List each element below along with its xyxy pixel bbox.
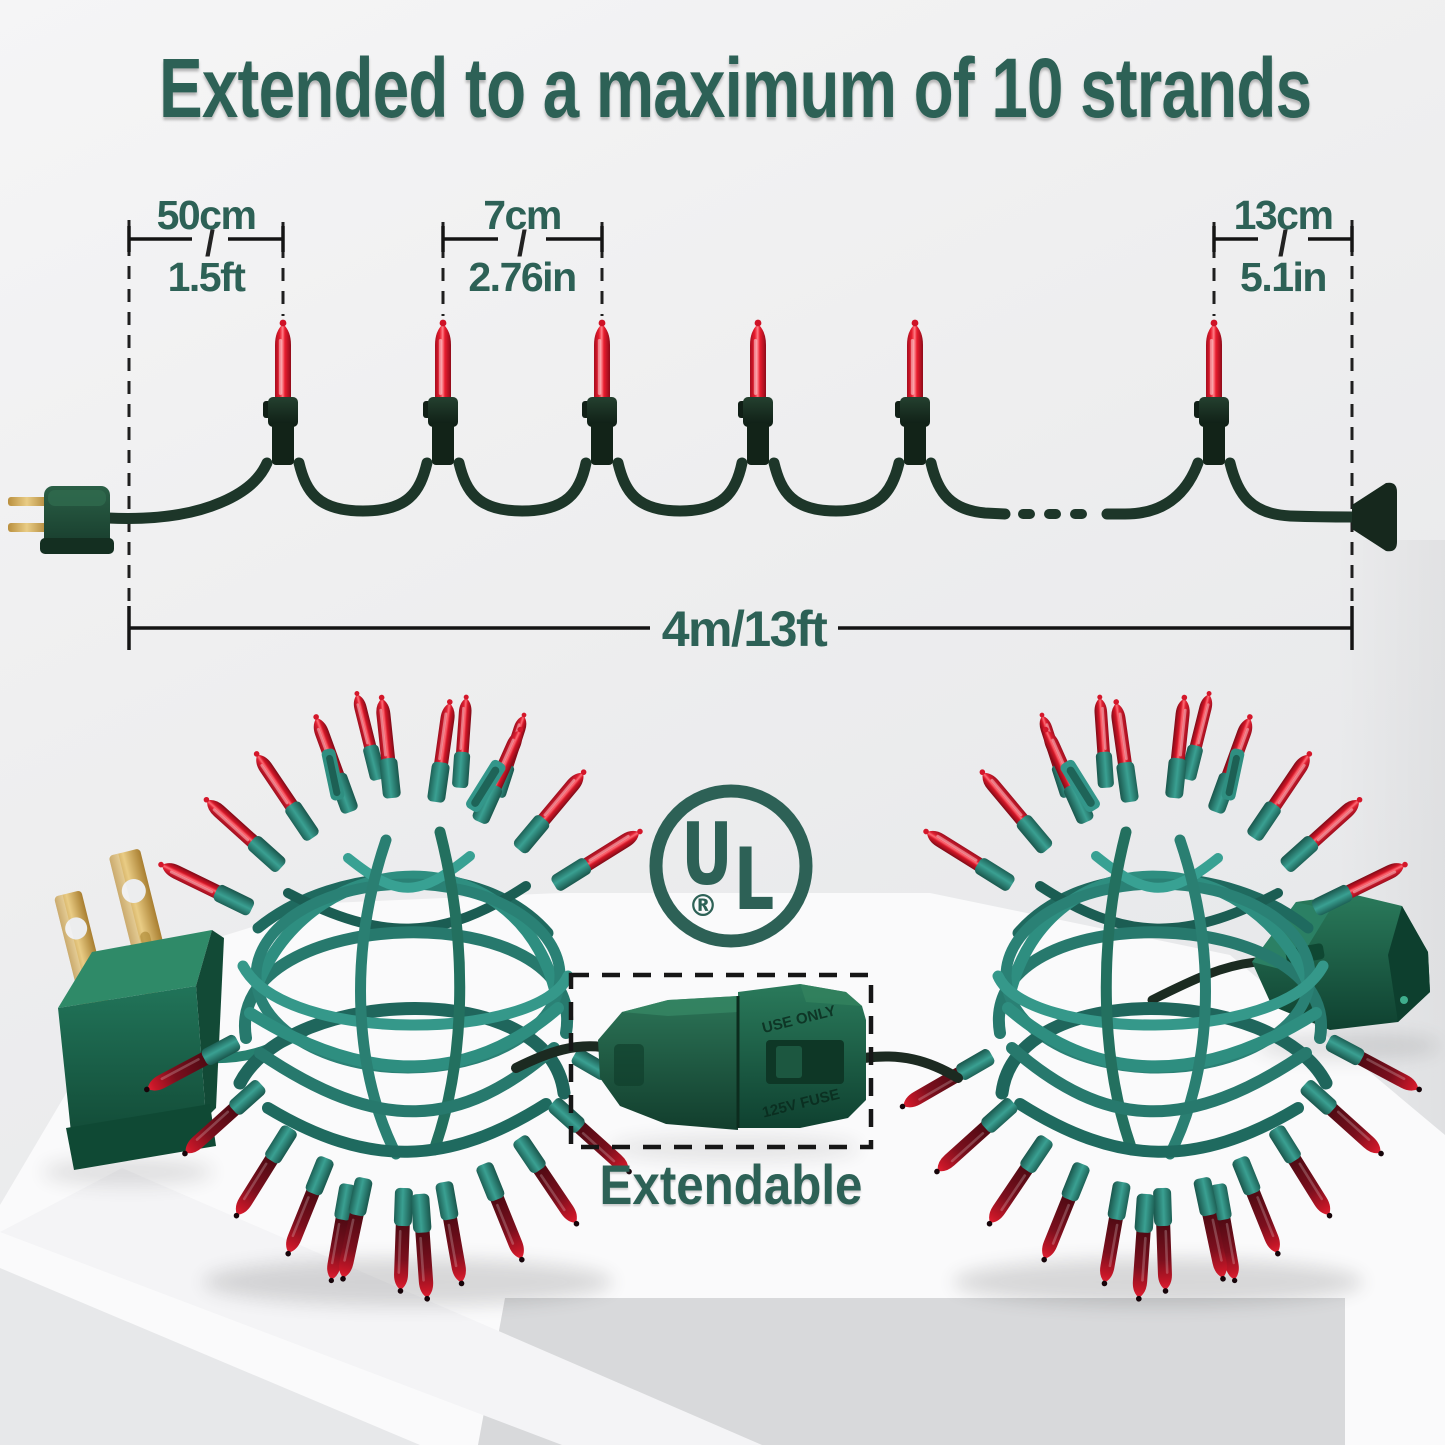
connector-wire-left xyxy=(511,1041,607,1073)
extendable-highlight-box xyxy=(568,972,874,1150)
bundle-shadow xyxy=(203,1258,613,1306)
diagram-bulb-4 xyxy=(738,319,773,465)
headline-title: Extended to a maximum of 10 strands xyxy=(158,41,1312,135)
diagram-end-connector xyxy=(1352,482,1397,552)
photo-plug xyxy=(53,849,224,1170)
ul-letter-l: L xyxy=(734,829,775,929)
strand-continuation-ellipsis xyxy=(1018,509,1087,519)
connector-wire-right xyxy=(859,1051,963,1083)
measure-13cm-metric: 13cm xyxy=(1234,192,1333,238)
connector-male-half xyxy=(598,996,738,1130)
measure-7cm-metric: 7cm xyxy=(483,192,561,238)
diagram-wire xyxy=(102,457,1358,524)
extension-connector: USE ONLY 125V FUSE xyxy=(511,972,963,1161)
ul-certification-logo: U L ® xyxy=(649,784,813,948)
light-bundle-left xyxy=(43,689,670,1306)
measurement-13cm: 13cm / 5.1in xyxy=(1212,192,1354,300)
measure-50cm-metric: 50cm xyxy=(157,192,256,238)
plug-shadow xyxy=(43,1158,213,1186)
measurement-7cm: 7cm / 2.76in xyxy=(441,192,604,300)
measure-13cm-slash: / xyxy=(1278,223,1288,264)
measurement-total-length: 4m/13ft xyxy=(127,601,1354,657)
diagram-bulb-5 xyxy=(895,319,930,465)
measure-7cm-slash: / xyxy=(517,223,527,264)
bundle-shadow xyxy=(953,1258,1363,1306)
platform-left-band xyxy=(0,1168,762,1445)
platform-left-corner xyxy=(0,1268,420,1445)
measurement-diagram: 50cm / 1.5ft 7cm / 2.76in 13cm / 5.1in xyxy=(8,192,1397,657)
measure-7cm-imperial: 2.76in xyxy=(468,254,575,300)
measurement-50cm: 50cm / 1.5ft xyxy=(127,192,285,300)
measure-50cm-slash: / xyxy=(205,223,215,264)
measure-50cm-imperial: 1.5ft xyxy=(168,254,247,300)
diagram-bulb-6 xyxy=(1194,319,1229,465)
registered-trademark-icon: ® xyxy=(688,889,718,924)
diagram-bulb-3 xyxy=(582,319,617,465)
diagram-bulb-2 xyxy=(423,319,458,465)
measure-13cm-imperial: 5.1in xyxy=(1240,254,1326,300)
plug-prong-icon xyxy=(8,523,50,532)
platform-front-face xyxy=(478,1298,1345,1445)
plug-prong-icon xyxy=(8,497,50,506)
ul-ring-icon xyxy=(649,784,813,948)
extendable-label: Extendable xyxy=(599,1153,863,1216)
connector-shadow xyxy=(610,1135,860,1161)
diagram-bulb-1 xyxy=(263,319,298,465)
ul-letter-u: U xyxy=(681,804,733,904)
light-bundle-right xyxy=(896,689,1440,1306)
guide-lines xyxy=(127,220,1354,602)
diagram-plug xyxy=(8,486,114,554)
measure-total-label: 4m/13ft xyxy=(662,601,828,657)
